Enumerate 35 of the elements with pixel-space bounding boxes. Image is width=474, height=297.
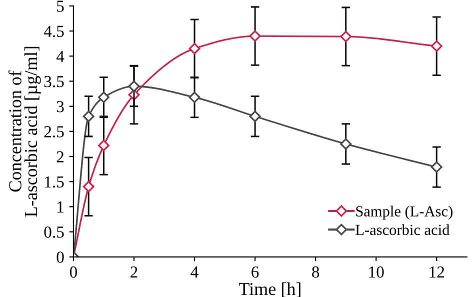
- point: [98, 140, 110, 152]
- point: [340, 30, 352, 42]
- y-tick-label: 5: [57, 0, 64, 12]
- point: [188, 42, 200, 54]
- x-tick-label: 6: [252, 266, 259, 278]
- x-tick-label: 10: [369, 266, 384, 278]
- point: [249, 110, 261, 122]
- y-tick-label: 0: [56, 252, 64, 263]
- y-tick-label: 2: [56, 151, 64, 162]
- x-tick-label: 4: [190, 266, 198, 278]
- y-tick-label: 4.5: [44, 26, 64, 38]
- x-axis-title: Time [h]: [238, 282, 300, 297]
- x-tick-label: 0: [70, 266, 77, 278]
- legend-label: L-ascorbic acid: [356, 224, 450, 236]
- y-tick-label: 0.5: [44, 226, 64, 238]
- y-tick-label: 1.5: [45, 176, 64, 188]
- y-tick-label: 3: [56, 101, 64, 112]
- x-tick-label: 12: [430, 266, 444, 278]
- y-tick-label: 1: [58, 201, 64, 212]
- point: [98, 92, 110, 104]
- point: [249, 30, 261, 42]
- point: [82, 180, 94, 192]
- x-tick-label: 2: [130, 266, 138, 278]
- y-axis-title: Concentration of L-ascorbic acid [µg/ml]: [8, 46, 41, 217]
- x-tick-label: 8: [312, 266, 320, 278]
- legend-label: Sample (L-Asc): [356, 206, 452, 220]
- point: [128, 80, 140, 92]
- point: [430, 161, 442, 173]
- y-tick-label: 3.5: [44, 76, 64, 88]
- point: [188, 92, 200, 104]
- point: [82, 110, 94, 122]
- y-tick-label: 4: [56, 50, 64, 62]
- y-tick-label: 2.5: [44, 126, 64, 138]
- point: [430, 40, 442, 52]
- point: [340, 138, 352, 150]
